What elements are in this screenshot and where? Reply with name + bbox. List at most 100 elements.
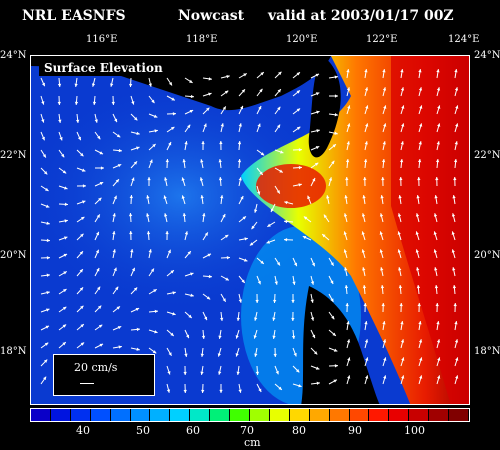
velocity-arrowhead <box>172 112 176 116</box>
velocity-arrowhead <box>170 332 174 336</box>
velocity-arrowhead <box>172 312 176 316</box>
velocity-arrowhead <box>172 291 176 295</box>
velocity-arrowhead <box>168 81 173 86</box>
velocity-arrowhead <box>418 339 423 343</box>
velocity-arrowhead <box>330 280 334 284</box>
velocity-arrowhead <box>182 213 187 217</box>
velocity-arrowhead <box>270 208 274 213</box>
velocity-arrowhead <box>434 285 439 289</box>
velocity-arrowhead <box>251 225 255 230</box>
velocity-arrowhead <box>434 195 438 199</box>
velocity-arrowhead <box>345 159 350 163</box>
velocity-arrowhead <box>397 249 401 253</box>
velocity-arrowhead <box>58 119 62 123</box>
velocity-arrowhead <box>383 375 387 379</box>
velocity-arrowhead <box>419 375 423 379</box>
velocity-arrowhead <box>401 105 405 109</box>
velocity-arrowhead <box>146 213 150 217</box>
model-name: NRL EASNFS <box>22 8 126 24</box>
velocity-arrowhead <box>383 357 387 361</box>
velocity-arrowhead <box>452 267 456 271</box>
velocity-arrowhead <box>203 123 207 128</box>
velocity-arrowhead <box>416 195 420 199</box>
velocity-arrowhead <box>379 249 383 253</box>
velocity-arrowhead <box>454 69 458 73</box>
velocity-arrowhead <box>130 249 134 253</box>
velocity-arrowhead <box>296 72 300 76</box>
colorbar-swatch <box>389 409 410 421</box>
velocity-arrowhead <box>45 187 49 191</box>
velocity-arrowhead <box>315 92 320 96</box>
colorbar-label-80: 80 <box>292 424 306 437</box>
warm-eddy <box>256 164 326 208</box>
velocity-arrowhead <box>419 105 423 109</box>
velocity-vectors <box>40 69 459 394</box>
velocity-arrowhead <box>334 75 338 79</box>
velocity-arrowhead <box>183 389 187 393</box>
velocity-arrowhead <box>64 186 68 190</box>
velocity-arrowhead <box>399 159 404 163</box>
velocity-arrowhead <box>303 216 308 220</box>
velocity-arrowhead <box>43 359 48 363</box>
velocity-arrowhead <box>148 83 152 87</box>
velocity-arrowhead <box>399 303 403 307</box>
velocity-arrowhead <box>237 141 242 145</box>
velocity-arrowhead <box>436 87 441 91</box>
velocity-arrowhead <box>79 287 84 291</box>
velocity-arrowhead <box>278 71 282 76</box>
colorbar-swatch <box>289 409 310 421</box>
lon-tick-116: 116°E <box>86 34 118 45</box>
velocity-arrowhead <box>114 118 118 123</box>
velocity-arrowhead <box>344 285 349 289</box>
velocity-arrowhead <box>112 231 116 235</box>
velocity-arrowhead <box>454 321 458 325</box>
velocity-arrowhead <box>235 353 239 357</box>
velocity-arrowhead <box>436 321 440 325</box>
velocity-arrowhead <box>365 123 369 127</box>
velocity-arrowhead <box>95 249 99 254</box>
velocity-arrowhead <box>346 339 351 343</box>
velocity-arrowhead <box>365 357 369 361</box>
valid-time: valid at 2003/01/17 00Z <box>268 8 454 24</box>
velocity-arrowhead <box>415 249 419 253</box>
velocity-arrowhead <box>347 123 351 127</box>
velocity-arrowhead <box>225 277 229 281</box>
velocity-arrowhead <box>147 177 151 181</box>
colorbar-swatch <box>31 409 51 421</box>
velocity-arrowhead <box>63 253 68 257</box>
velocity-arrowhead <box>417 177 421 181</box>
velocity-arrowhead <box>241 89 246 93</box>
velocity-arrowhead <box>190 293 194 297</box>
velocity-arrowhead <box>226 74 230 79</box>
velocity-arrowhead <box>62 342 66 346</box>
velocity-arrowhead <box>183 371 187 375</box>
velocity-arrowhead <box>454 339 459 343</box>
velocity-arrowhead <box>298 183 302 187</box>
velocity-arrowhead <box>435 159 440 163</box>
velocity-arrowhead <box>235 335 239 339</box>
lat-tick-22-right: 22°N <box>474 150 500 161</box>
velocity-arrowhead <box>189 109 194 113</box>
velocity-arrowhead <box>254 317 258 321</box>
elevation-map[interactable]: Surface Elevation 20 cm/s <box>30 55 470 405</box>
velocity-arrowhead <box>313 351 318 355</box>
velocity-arrowhead <box>64 236 68 240</box>
velocity-arrowhead <box>43 171 48 175</box>
velocity-arrowhead <box>117 326 122 330</box>
velocity-arrowhead <box>437 123 441 127</box>
colorbar-swatch <box>190 409 211 421</box>
velocity-arrowhead <box>154 309 158 314</box>
velocity-arrowhead <box>451 213 456 217</box>
velocity-arrowhead <box>416 267 420 271</box>
velocity-arrowhead <box>152 350 157 354</box>
velocity-arrowhead <box>311 262 315 267</box>
velocity-arrowhead <box>331 160 335 165</box>
colorbar-swatch <box>269 409 290 421</box>
velocity-arrowhead <box>292 281 296 285</box>
velocity-arrowhead <box>310 317 315 321</box>
velocity-arrowhead <box>316 381 320 385</box>
velocity-arrowhead <box>62 170 67 174</box>
velocity-arrowhead <box>455 123 459 127</box>
velocity-arrowhead <box>240 105 244 110</box>
velocity-arrowhead <box>98 197 102 202</box>
